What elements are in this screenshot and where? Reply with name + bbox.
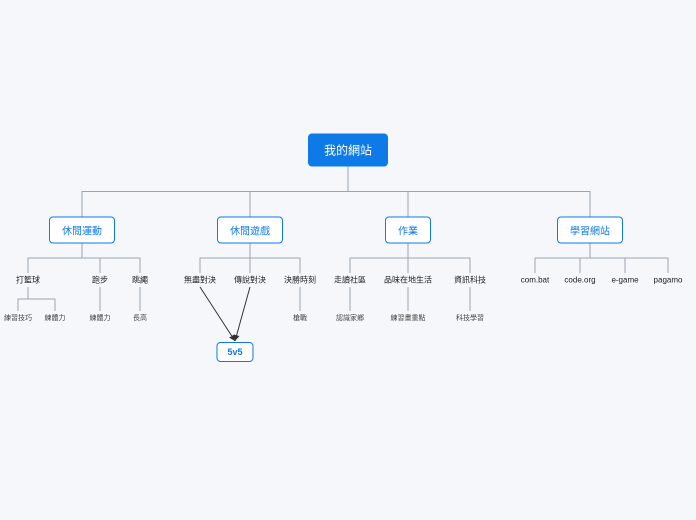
node-b3c2: 品味在地生活 — [380, 273, 436, 288]
node-b1c1: 打籃球 — [12, 273, 44, 288]
node-b3: 作業 — [385, 217, 431, 244]
node-b1: 休閒運動 — [49, 217, 115, 244]
diagram-canvas: 我的網站休閒運動休閒遊戲作業學習網站打籃球跑步跳繩練習技巧練體力練體力長高無盡對… — [0, 0, 696, 520]
node-root: 我的網站 — [308, 134, 388, 167]
node-b2c3: 決勝時刻 — [280, 273, 320, 288]
node-b4c4: pagamo — [650, 274, 687, 287]
edge-b1-b1c2 — [82, 243, 100, 273]
edge-root-b2 — [250, 166, 348, 217]
edge-b1-b1c1 — [28, 243, 82, 273]
node-b3c3a: 科技學習 — [452, 311, 488, 325]
node-b2c3a: 槍戰 — [289, 311, 311, 325]
node-b2c1: 無盡對決 — [180, 273, 220, 288]
node-sp: 5v5 — [216, 342, 253, 362]
node-b4c2: code.org — [560, 274, 599, 287]
edge-b1-b1c3 — [82, 243, 140, 273]
edge-root-b1 — [82, 166, 348, 217]
edge-b3-b3c3 — [408, 243, 470, 273]
node-b4c1: com.bat — [517, 274, 553, 287]
node-b1c1a: 練習技巧 — [0, 311, 36, 325]
edge-b4-b4c1 — [535, 243, 590, 273]
node-b1c3a: 長高 — [129, 311, 151, 325]
node-b4: 學習網站 — [557, 217, 623, 244]
node-b3c1a: 認識家鄉 — [332, 311, 368, 325]
edge-root-b4 — [348, 166, 590, 217]
edge-layer — [0, 0, 696, 520]
edge-root-b3 — [348, 166, 408, 217]
node-b3c3: 資訊科技 — [450, 273, 490, 288]
edge-b1c1-b1c1a — [18, 287, 28, 311]
edge-b4-b4c2 — [580, 243, 590, 273]
node-b1c2a: 練體力 — [86, 311, 115, 325]
edge-b3-b3c1 — [350, 243, 408, 273]
edge-b2-b2c1 — [200, 243, 250, 273]
node-b4c3: e-game — [607, 274, 642, 287]
node-b1c2: 跑步 — [88, 273, 112, 288]
edge-b4-b4c3 — [590, 243, 625, 273]
node-b3c1: 走讀社區 — [330, 273, 370, 288]
node-b1c1b: 練體力 — [41, 311, 70, 325]
edge-b2c1-sp — [200, 287, 235, 341]
edge-b1c1-b1c1b — [28, 287, 55, 311]
edge-b4-b4c4 — [590, 243, 668, 273]
node-b2c2: 傳說對決 — [230, 273, 270, 288]
edge-b2-b2c3 — [250, 243, 300, 273]
node-b1c3: 跳繩 — [128, 273, 152, 288]
edge-b2c2-sp — [235, 287, 250, 341]
node-b2: 休閒遊戲 — [217, 217, 283, 244]
node-b3c2a: 練習畫重點 — [387, 311, 430, 325]
